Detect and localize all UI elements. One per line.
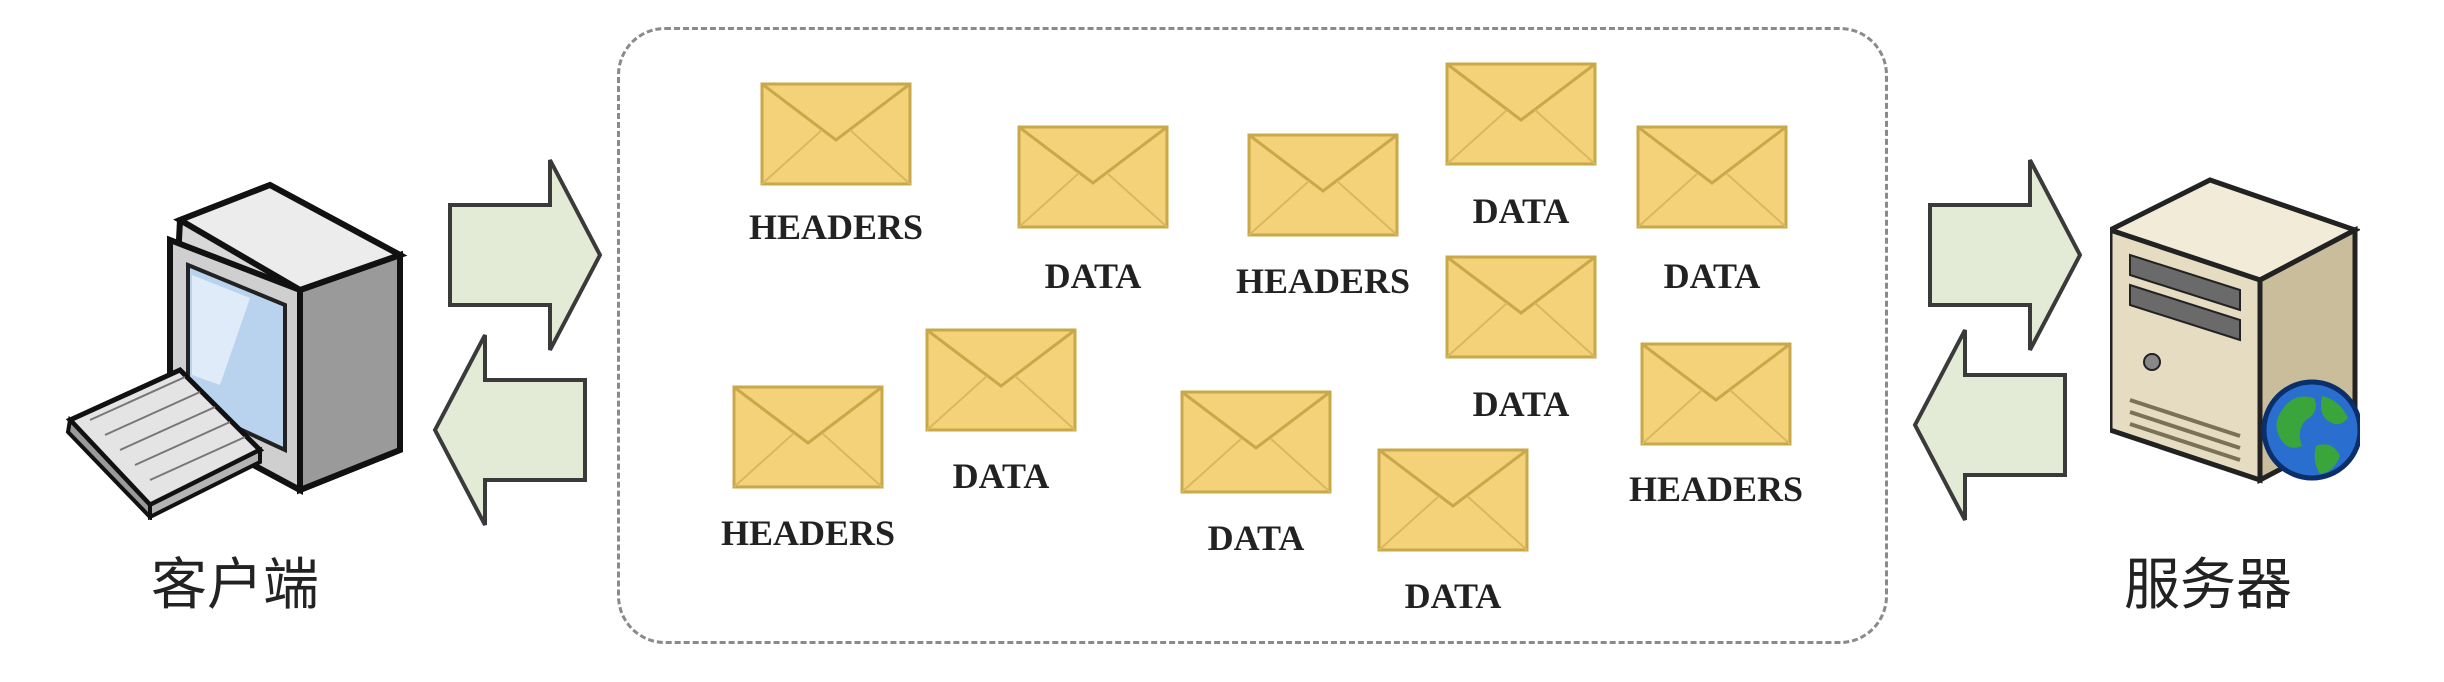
envelope-icon (1445, 62, 1597, 166)
envelope-icon (1377, 448, 1529, 552)
frame-label: DATA (1663, 256, 1761, 296)
client-label: 客户端 (151, 553, 319, 618)
envelope-icon (760, 82, 912, 186)
response-arrow-icon (1912, 329, 2067, 521)
envelope-icon (732, 385, 884, 489)
frame-label: DATA (1472, 384, 1570, 424)
response-arrow-icon (432, 334, 587, 526)
frame-label: DATA (1044, 256, 1142, 296)
envelope-icon (1180, 390, 1332, 494)
connection-frame (617, 27, 1888, 644)
frame-label: DATA (952, 456, 1050, 496)
frame-label: DATA (1404, 576, 1502, 616)
frame-label: HEADERS (1628, 469, 1804, 509)
frame-label: HEADERS (1235, 261, 1411, 301)
envelope-icon (1636, 125, 1788, 229)
envelope-icon (1640, 342, 1792, 446)
envelope-icon (1247, 133, 1399, 237)
desktop-computer-icon (60, 180, 410, 522)
frame-label: DATA (1207, 518, 1305, 558)
envelope-icon (1445, 255, 1597, 359)
request-arrow-icon (448, 159, 603, 351)
frame-label: DATA (1472, 191, 1570, 231)
frame-label: HEADERS (748, 207, 924, 247)
request-arrow-icon (1928, 159, 2083, 351)
server-label: 服务器 (2124, 553, 2292, 618)
frame-label: HEADERS (720, 513, 896, 553)
envelope-icon (925, 328, 1077, 432)
envelope-icon (1017, 125, 1169, 229)
server-globe-icon (2103, 150, 2363, 490)
